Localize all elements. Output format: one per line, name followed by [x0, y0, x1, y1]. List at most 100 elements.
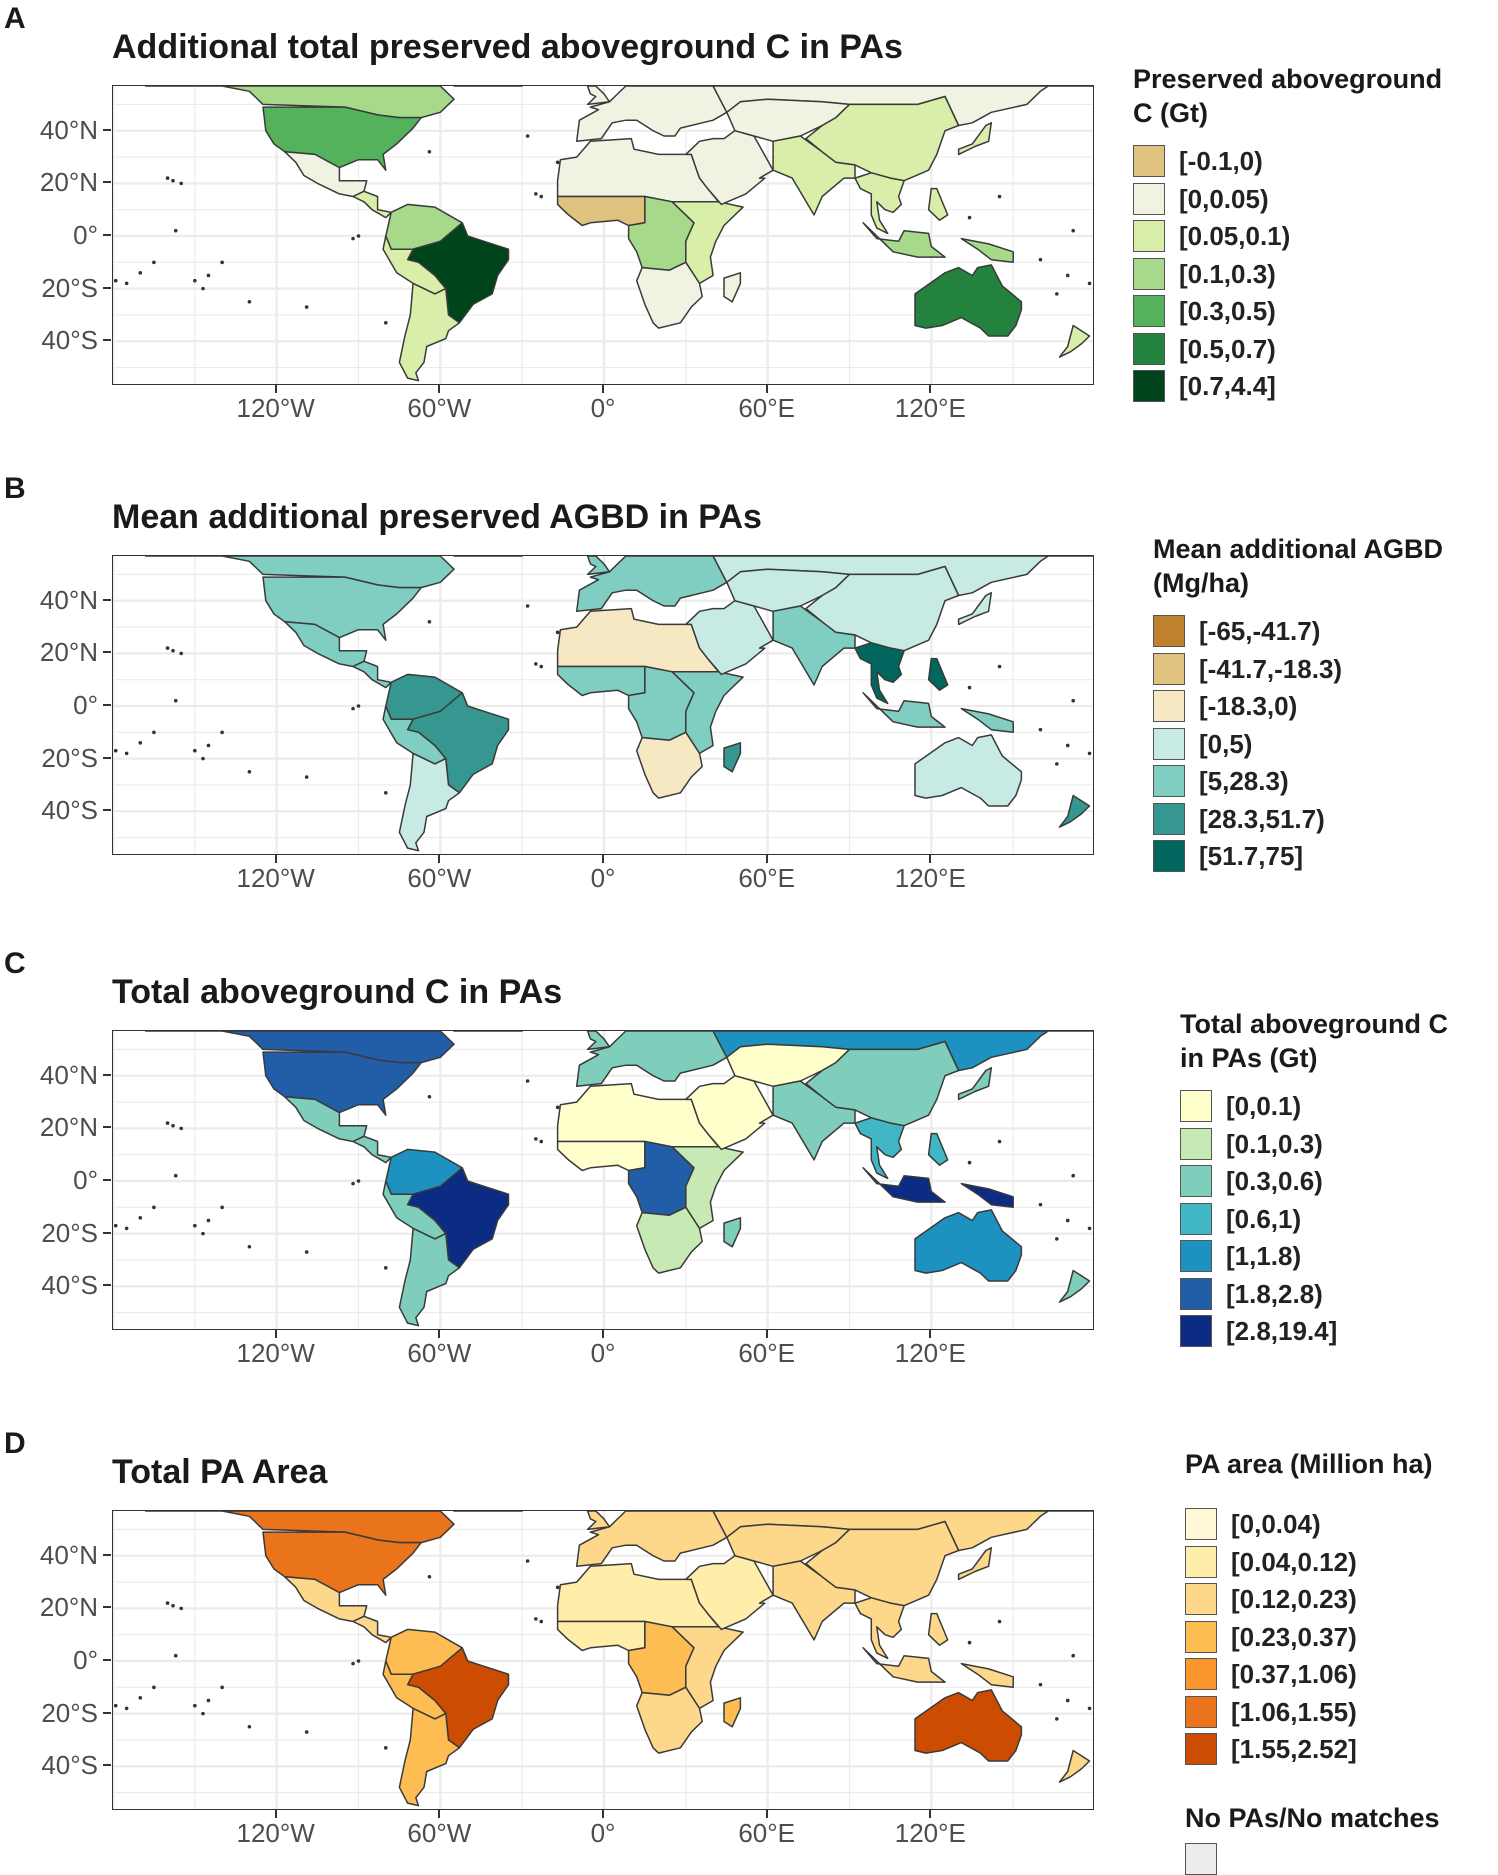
y-tick-label: 20°N: [39, 1592, 98, 1623]
region-se-asia: [854, 1597, 905, 1660]
island-dot: [138, 1696, 143, 1700]
island-dot: [1071, 698, 1075, 703]
legend-item: [51.7,75]: [1153, 840, 1403, 874]
island-dot: [165, 1121, 170, 1125]
legend-swatch: [1133, 257, 1165, 290]
island-dot: [967, 1160, 972, 1165]
region-madagascar: [723, 272, 742, 303]
island-dot: [997, 194, 1002, 199]
panel-letter: C: [4, 947, 26, 980]
region-madagascar: [723, 1697, 742, 1728]
island-dot: [152, 1685, 156, 1690]
y-tick-label: 20°S: [41, 1697, 98, 1728]
regions: [144, 1031, 1093, 1327]
island-dot: [1071, 1653, 1075, 1658]
panel-a: A Additional total preserved aboveground …: [0, 0, 1498, 470]
region-philippines: [927, 657, 949, 691]
x-tick-mark: [602, 385, 604, 393]
island-dot: [997, 1139, 1002, 1144]
region-andes: [382, 705, 447, 765]
legend-label: [-18.3,0): [1199, 691, 1298, 721]
island-dot: [351, 706, 355, 711]
x-tick-mark: [765, 1810, 768, 1818]
island-dot: [247, 299, 252, 304]
y-tick-label: 20°N: [39, 167, 98, 198]
island-dot: [383, 1266, 388, 1270]
island-dot: [220, 1205, 224, 1210]
legend-label: [0.1,0.3): [1179, 258, 1276, 289]
island-dot: [1038, 1202, 1043, 1207]
region-china: [805, 1040, 960, 1127]
legend-label: [0.37,1.06): [1231, 1659, 1357, 1689]
y-tick-label: 20°S: [41, 742, 98, 773]
legend-title: Mean additional AGBD: [1153, 534, 1444, 564]
legend-item: [0.1,0.3): [1180, 1127, 1430, 1162]
island-dot: [220, 260, 224, 265]
legend-item: [1,1.8): [1180, 1240, 1430, 1274]
map-panel: [112, 85, 1094, 385]
region-se-asia: [854, 172, 905, 235]
legend-label: [1.55,2.52]: [1231, 1734, 1357, 1764]
regions: [144, 86, 1093, 382]
island-dot: [555, 1105, 560, 1110]
island-dot: [193, 748, 197, 753]
region-w-africa: [556, 665, 646, 697]
island-dot: [525, 604, 530, 608]
y-tick-label: 40°N: [39, 584, 98, 615]
legend-swatch: [1180, 1165, 1212, 1197]
region-indonesia: [862, 1647, 946, 1683]
legend-swatch: [1180, 1315, 1212, 1347]
island-dot: [356, 1659, 361, 1663]
island-dot: [534, 1617, 538, 1621]
legend-label: [0.1,0.3): [1226, 1128, 1323, 1159]
island-dot: [179, 181, 183, 186]
island-dot: [171, 1123, 175, 1128]
island-dot: [1055, 1717, 1059, 1721]
y-tick-mark: [103, 1284, 111, 1287]
region-southern-cone: [398, 752, 461, 852]
region-middle-east: [685, 129, 774, 206]
legend-title: PA area (Million ha): [1185, 1449, 1433, 1479]
region-se-asia: [854, 1117, 905, 1180]
y-tick-label: 40°N: [39, 114, 98, 145]
island-dot: [534, 662, 538, 666]
y-tick-label: 40°N: [39, 1539, 98, 1570]
island-dot: [356, 1179, 361, 1183]
island-dot: [173, 1173, 178, 1178]
island-dot: [539, 194, 544, 199]
world-map: [113, 556, 1093, 854]
island-dot: [427, 1094, 432, 1099]
island-dot: [356, 234, 361, 238]
world-map: [113, 86, 1093, 384]
legend-swatch: [1133, 182, 1165, 215]
region-w-africa: [556, 1620, 646, 1652]
region-andes: [382, 1180, 447, 1240]
legend-item: [-0.1,0): [1133, 145, 1383, 179]
island-dot: [173, 698, 178, 703]
y-tick-label: 20°S: [41, 1217, 98, 1248]
legend-item: [0.3,0.6): [1180, 1165, 1430, 1199]
island-dot: [997, 1619, 1002, 1624]
y-tick-mark: [103, 1073, 111, 1076]
legend-label: [0.6,1): [1226, 1203, 1302, 1234]
x-tick-label: 120°E: [894, 1818, 966, 1848]
region-southern-cone: [398, 1227, 461, 1327]
legend-swatch: [1185, 1620, 1217, 1653]
island-dot: [1065, 1698, 1070, 1703]
y-tick-mark: [103, 1764, 111, 1767]
legend-label: [-65,-41.7): [1199, 616, 1321, 646]
y-tick-mark: [103, 1606, 111, 1609]
world-map: [113, 1511, 1093, 1809]
island-dot: [247, 1724, 252, 1729]
region-indonesia: [862, 1167, 946, 1203]
island-dot: [539, 1619, 544, 1624]
legend-swatch: [1180, 1240, 1212, 1272]
legend-swatch: [1153, 802, 1185, 835]
region-andes: [382, 1660, 447, 1720]
region-philippines: [927, 1612, 949, 1646]
region-philippines: [927, 187, 949, 221]
island-dot: [206, 743, 211, 748]
x-tick-label: 60°E: [738, 1338, 795, 1368]
panel-letter: B: [4, 472, 26, 505]
legend-item: [0,0.1): [1180, 1090, 1430, 1124]
